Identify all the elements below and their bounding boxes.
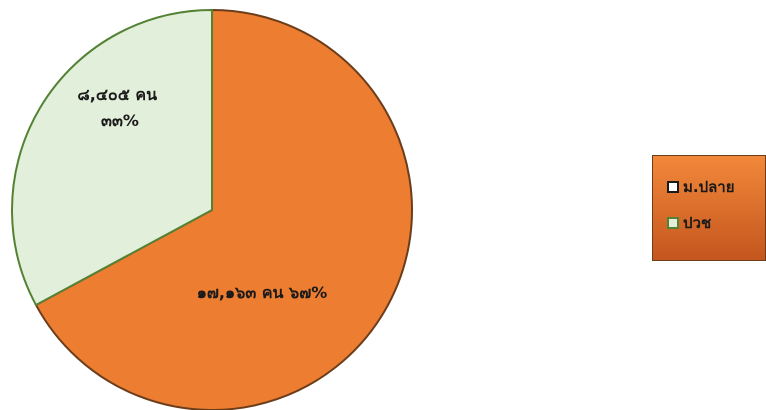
legend-label-ปวช: ปวช	[683, 214, 712, 232]
legend-label-ม-ปลาย: ม.ปลาย	[683, 178, 735, 196]
pie-slice-ม-ปลาย	[34, 8, 413, 410]
legend-item-ม-ปลาย: ม.ปลาย	[667, 176, 735, 198]
legend-item-ปวช: ปวช	[667, 212, 711, 234]
legend: ม.ปลาย ปวช	[652, 155, 766, 261]
pie-slice-ปวช	[11, 8, 213, 307]
legend-swatch-ม-ปลาย	[667, 181, 679, 193]
data-label-ม-ปลาย: ๑๗,๑๖๓ คน ๖๗%	[197, 283, 328, 302]
legend-swatch-ปวช	[667, 217, 679, 229]
data-label-ปวช: ๘,๔๐๕ คน ๓๓%	[77, 85, 162, 130]
